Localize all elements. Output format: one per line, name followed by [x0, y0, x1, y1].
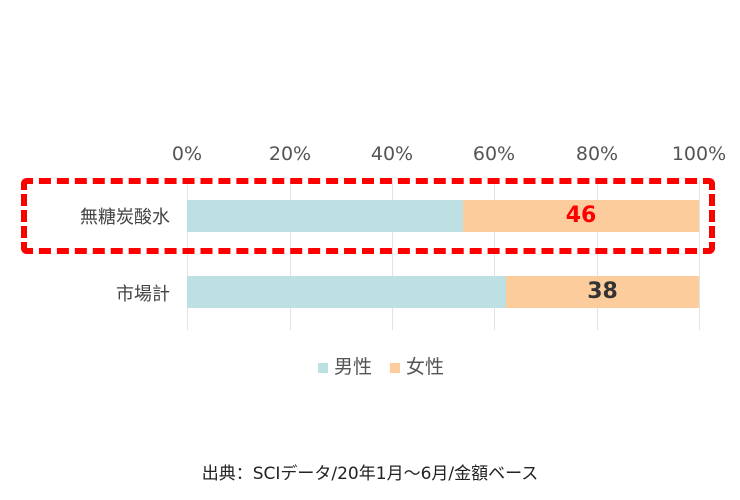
x-tick: 20%: [268, 143, 312, 165]
gridline: [494, 180, 495, 330]
gridline: [699, 180, 700, 330]
source-note: 出典：SCIデータ/20年1月～6月/金額ベース: [201, 464, 539, 484]
bar-male-0: [187, 200, 463, 232]
gridline: [392, 180, 393, 330]
swatch-icon: [390, 362, 401, 373]
swatch-icon: [318, 362, 328, 373]
bar-female-0: [463, 200, 699, 232]
gridline: [187, 180, 188, 330]
x-tick: 40%: [370, 143, 414, 165]
legend-item-male: 男性: [318, 352, 372, 379]
highlight-box: [21, 178, 715, 254]
gridline: [597, 180, 598, 330]
category-label: 無糖炭酸水: [80, 207, 170, 228]
data-label: 46: [565, 203, 597, 228]
x-tick: 60%: [472, 143, 516, 165]
legend-item-female: 女性: [390, 352, 444, 379]
x-tick: 80%: [575, 143, 619, 165]
x-tick: 0%: [171, 143, 203, 165]
legend: 男性 女性: [318, 352, 444, 379]
bar-male-1: [187, 276, 506, 308]
data-label: 38: [587, 279, 618, 304]
bar-female-1: [506, 276, 699, 308]
category-label: 市場計: [116, 284, 170, 305]
x-tick: 100%: [671, 143, 727, 165]
gridline: [290, 180, 291, 330]
